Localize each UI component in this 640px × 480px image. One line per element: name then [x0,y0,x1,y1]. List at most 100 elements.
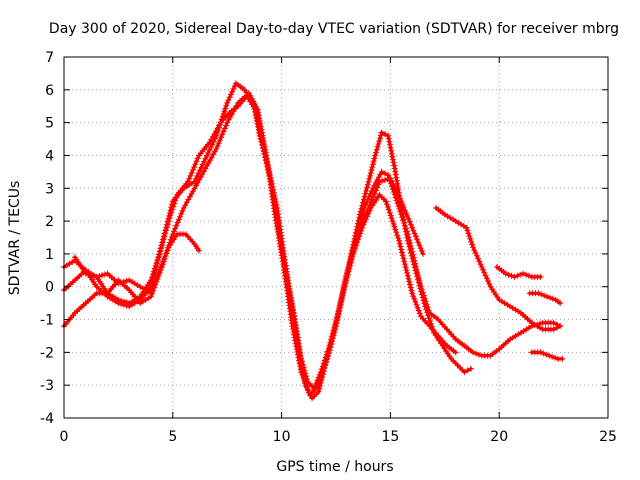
data-point [402,225,409,232]
data-point [401,261,408,268]
data-point [392,226,399,233]
data-point [537,349,544,356]
data-point [363,210,370,217]
data-point [409,290,416,297]
data-point [384,201,390,208]
data-point [469,241,476,248]
data-point [90,273,97,280]
data-point [338,298,345,305]
data-point [389,218,396,225]
data-point [359,219,366,226]
data-point [408,221,414,228]
data-point [300,374,307,381]
data-point [390,159,397,166]
data-point [199,161,206,168]
data-point [557,300,564,307]
data-point [416,277,423,284]
data-point [206,147,213,154]
data-point [317,376,324,383]
data-point [475,255,482,262]
data-point [118,297,125,304]
data-point [407,240,413,246]
data-point [382,170,388,177]
data-point [404,231,411,238]
data-point [409,251,416,258]
data-point [537,273,544,280]
x-tick-label: 10 [273,429,291,445]
data-point [229,88,236,95]
data-point [156,250,163,257]
data-point [407,242,414,249]
data-point [404,213,411,219]
data-point [256,118,263,124]
plot-frame [63,56,609,419]
data-point [325,350,332,356]
data-point [401,207,408,214]
data-point [149,287,156,294]
data-point [371,155,378,162]
data-point [157,264,164,271]
markers-track-4 [71,231,202,297]
data-point [553,324,560,331]
data-point [177,213,184,220]
data-point [85,271,92,278]
data-point [391,162,398,169]
y-tick-label: 2 [45,214,54,230]
y-tick-label: -3 [40,378,54,394]
data-point [316,379,323,386]
data-point [375,181,382,188]
data-point [523,271,529,278]
data-point [213,145,220,152]
x-tick-label: 20 [490,429,508,445]
data-point [320,367,327,374]
data-point [485,278,491,285]
data-point [192,161,199,168]
y-tick-label: 3 [45,181,54,197]
data-point [161,233,168,239]
data-point [398,198,405,205]
data-point [403,267,410,273]
data-point [370,193,377,200]
data-point [395,203,402,210]
data-point [371,190,378,197]
data-point [330,332,337,339]
data-point [101,271,108,278]
data-point [159,242,166,248]
data-point [220,110,227,117]
data-point [464,367,471,374]
data-point [155,270,162,277]
data-point [393,197,400,204]
data-point [188,170,195,176]
chart-title: Day 300 of 2020, Sidereal Day-to-day VTE… [49,21,619,37]
data-point [400,255,407,262]
data-point [467,235,474,242]
data-point [158,244,165,251]
data-point [82,270,89,277]
data-point [402,222,408,229]
data-point [231,83,238,90]
data-point [382,131,388,138]
data-point [179,207,186,214]
data-point [405,234,412,241]
data-point [205,150,212,156]
data-point [473,350,479,357]
data-point [322,361,329,368]
data-point [411,230,418,237]
data-point [418,286,425,293]
data-point [468,238,475,245]
markers-track-8 [526,290,564,307]
data-point [378,168,385,175]
markers-track-2 [61,93,564,392]
data-point [540,350,547,357]
data-point [412,260,419,267]
data-point [160,236,167,242]
data-point [382,177,388,184]
data-point [379,177,386,184]
data-point [408,245,415,252]
data-point [387,175,394,182]
data-point [426,315,433,322]
data-point [321,364,328,371]
data-point [399,249,405,256]
data-point [166,215,173,222]
data-point [383,198,389,205]
